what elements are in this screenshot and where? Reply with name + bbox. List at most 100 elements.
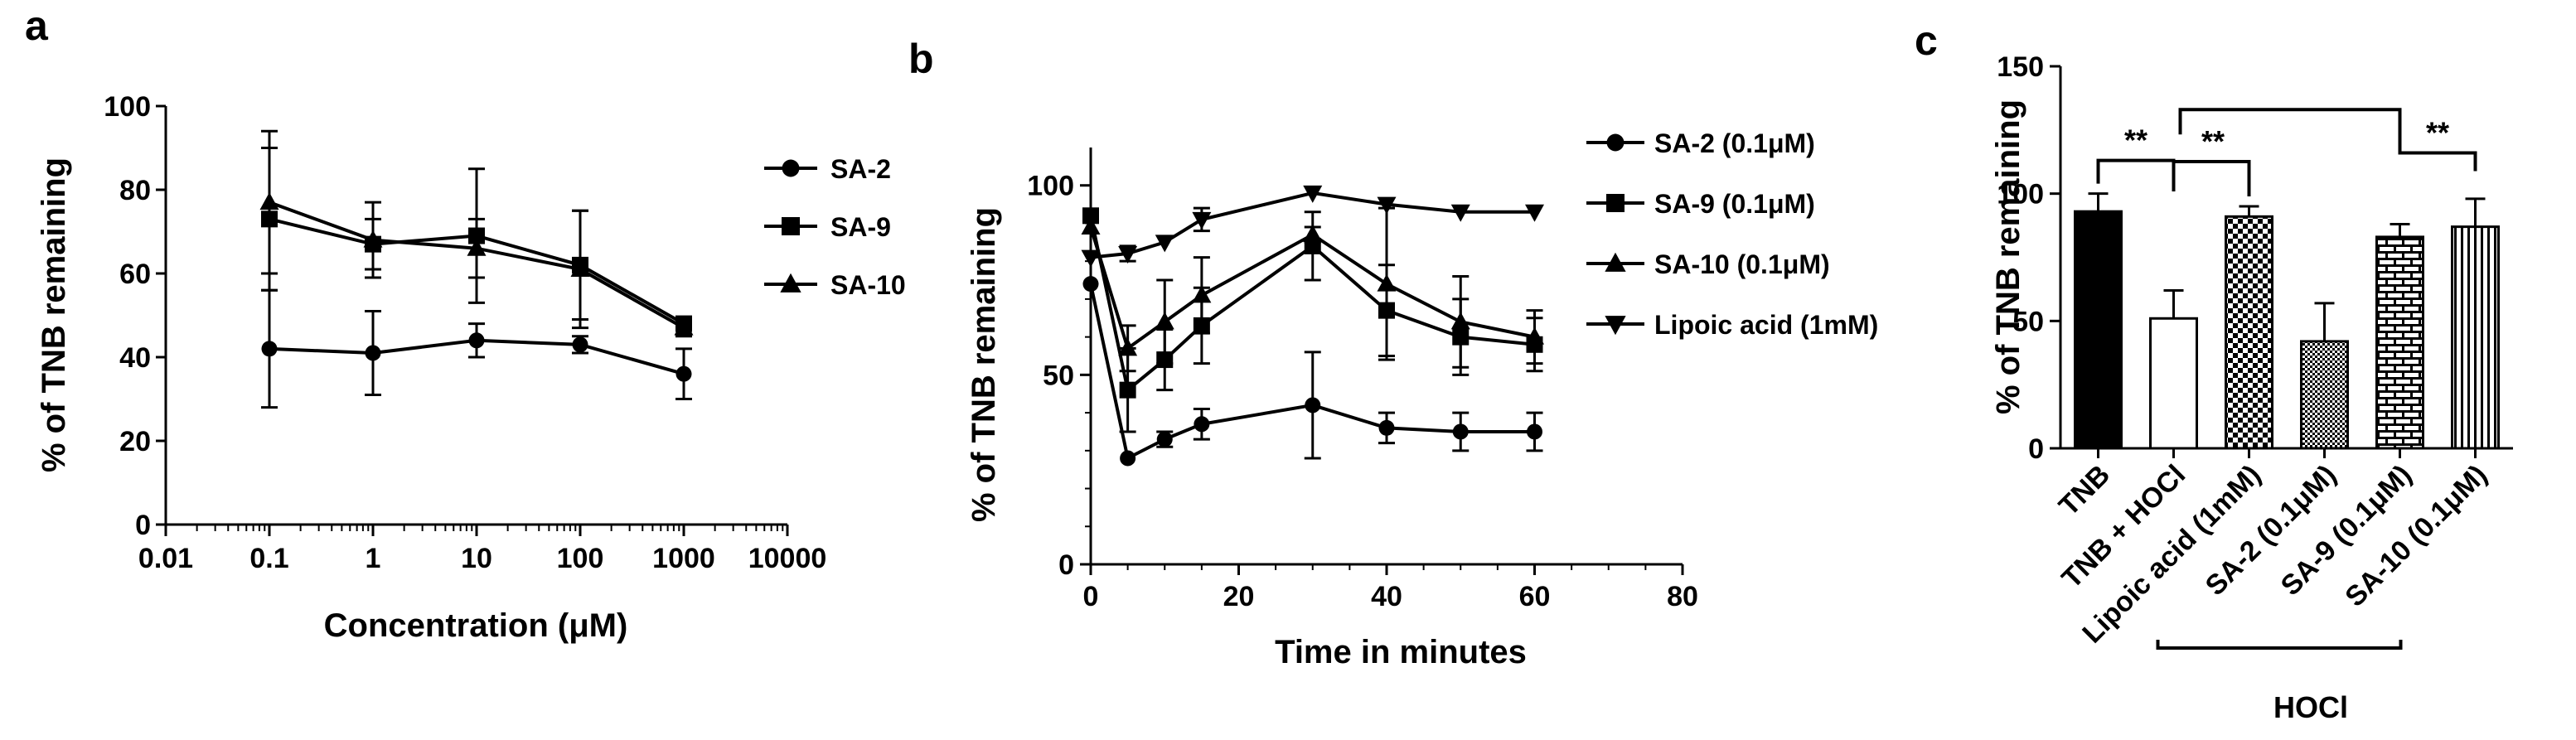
panel-a-point-SA-2 xyxy=(572,336,588,353)
panel-b-legend-label-SA-10 (0.1μM): SA-10 (0.1μM) xyxy=(1654,249,1830,279)
panel-b-point-Lipoic acid (1mM) xyxy=(1192,211,1212,230)
panel-b-y-tick-label: 50 xyxy=(1043,360,1074,391)
panel-b-point-Lipoic acid (1mM) xyxy=(1525,204,1544,222)
panel-a-y-tick-label: 40 xyxy=(119,342,151,374)
panel-a-x-tick-label: 0.01 xyxy=(138,543,193,574)
panel-a-legend-marker-SA-2 xyxy=(782,159,800,177)
panel-a-legend-marker-SA-10 xyxy=(780,273,801,293)
panel-c-significance-label-0: ** xyxy=(2124,123,2147,157)
panel-c-bar-TNB xyxy=(2074,210,2123,450)
panel-c-significance-bracket-2 xyxy=(2178,108,2477,172)
panel-c-y-tick-label: 0 xyxy=(2028,433,2044,465)
panel-c-x-tick-label-SA-9 (0.1μM): SA-9 (0.1μM) xyxy=(2275,459,2419,602)
panel-a-point-SA-2 xyxy=(468,332,485,349)
panel-b-y-tick-label: 0 xyxy=(1058,549,1074,581)
panel-b-point-SA-2 (0.1μM) xyxy=(1527,423,1542,440)
panel-a-y-tick-label: 60 xyxy=(119,259,151,290)
panel-a-legend-label-SA-10: SA-10 xyxy=(830,270,906,300)
panel-b-legend-marker-SA-9 (0.1μM) xyxy=(1606,194,1625,212)
panel-b-legend-marker-Lipoic acid (1mM) xyxy=(1605,316,1626,336)
panel-b-point-SA-10 (0.1μM) xyxy=(1118,338,1138,356)
panel-c-y-tick-label: 50 xyxy=(2012,306,2044,337)
panel-a-letter: a xyxy=(25,2,49,49)
panel-b-x-tick-label: 40 xyxy=(1371,581,1402,612)
panel-a-point-SA-2 xyxy=(261,341,278,357)
panel-b-x-tick-label: 0 xyxy=(1083,581,1099,612)
panel-b-point-SA-9 (0.1μM) xyxy=(1119,381,1136,399)
panel-c-errorbar-TNB xyxy=(2088,192,2109,212)
panel-a: a % of TNB remaining Concentration (μM) … xyxy=(25,2,906,644)
panel-c-bar-TNB + HOCl xyxy=(2149,317,2198,450)
panel-a-point-SA-2 xyxy=(675,365,692,382)
panel-a-point-SA-10 xyxy=(674,317,694,336)
panel-c-y-tick-label: 100 xyxy=(1997,179,2044,210)
panel-b-point-SA-2 (0.1μM) xyxy=(1082,276,1099,293)
panel-b-point-Lipoic acid (1mM) xyxy=(1303,185,1323,203)
panel-a-x-tick-label: 10000 xyxy=(748,543,827,574)
panel-c-ylabel: % of TNB remaining xyxy=(1990,99,2026,414)
panel-b: b % of TNB remaining Time in minutes 0 50… xyxy=(908,36,1878,670)
panel-b-legend-label-SA-2 (0.1μM): SA-2 (0.1μM) xyxy=(1654,128,1815,158)
panel-a-x-tick-label: 0.1 xyxy=(249,543,288,574)
panel-b-x-tick-label: 20 xyxy=(1223,581,1255,612)
panel-c-errorbar-SA-9 (0.1μM) xyxy=(2390,223,2410,237)
panel-b-point-SA-10 (0.1μM) xyxy=(1525,326,1544,345)
panel-b-point-Lipoic acid (1mM) xyxy=(1081,249,1101,268)
panel-a-y-tick-label: 80 xyxy=(119,175,151,206)
panel-b-legend-label-SA-9 (0.1μM): SA-9 (0.1μM) xyxy=(1654,189,1815,219)
panel-c-significance-label-1: ** xyxy=(2201,124,2225,158)
panel-b-point-SA-9 (0.1μM) xyxy=(1082,207,1099,225)
panel-b-point-SA-10 (0.1μM) xyxy=(1192,285,1212,303)
panel-a-point-SA-2 xyxy=(365,345,381,361)
panel-a-xlabel: Concentration (μM) xyxy=(324,607,628,644)
panel-a-point-SA-10 xyxy=(363,230,383,248)
panel-b-point-SA-2 (0.1μM) xyxy=(1305,397,1321,414)
panel-c-group-label: HOCl xyxy=(2273,690,2348,724)
panel-a-legend-marker-SA-9 xyxy=(782,217,800,235)
panel-c-letter: c xyxy=(1915,17,1938,64)
panel-c-x-tick-label-SA-2 (0.1μM): SA-2 (0.1μM) xyxy=(2200,459,2343,602)
panel-a-legend-label-SA-2: SA-2 xyxy=(830,154,891,184)
panel-a-x-tick-label: 10 xyxy=(461,543,492,574)
panel-a-x-tick-label: 1000 xyxy=(652,543,715,574)
panel-a-point-SA-10 xyxy=(259,192,279,210)
panel-b-letter: b xyxy=(908,36,934,82)
panel-b-point-SA-2 (0.1μM) xyxy=(1378,419,1395,436)
panel-a-point-SA-10 xyxy=(467,238,487,256)
panel-a-y-tick-label: 100 xyxy=(104,91,151,123)
panel-b-x-tick-label: 80 xyxy=(1667,581,1698,612)
panel-a-point-SA-10 xyxy=(570,259,590,277)
panel-b-point-SA-2 (0.1μM) xyxy=(1120,450,1136,467)
panel-b-point-SA-2 (0.1μM) xyxy=(1452,423,1469,440)
panel-a-y-tick-label: 0 xyxy=(135,510,151,541)
panel-b-ylabel: % of TNB remaining xyxy=(966,207,1002,522)
panel-c-significance-label-2: ** xyxy=(2426,115,2449,149)
panel-b-point-Lipoic acid (1mM) xyxy=(1155,235,1174,253)
panel-a-x-tick-label: 1 xyxy=(366,543,381,574)
panel-b-legend-marker-SA-2 (0.1μM) xyxy=(1606,133,1625,152)
panel-c: c % of TNB remaining HOCl 050100150TNBTN… xyxy=(1915,17,2513,724)
panel-b-point-SA-10 (0.1μM) xyxy=(1377,273,1397,292)
panel-b-point-SA-10 (0.1μM) xyxy=(1081,217,1101,235)
panel-b-point-SA-2 (0.1μM) xyxy=(1156,431,1173,447)
panel-c-significance-bracket-1 xyxy=(2172,160,2251,197)
panel-a-legend-label-SA-9: SA-9 xyxy=(830,212,891,242)
panel-c-bar-SA-10 (0.1μM) xyxy=(2451,225,2500,450)
panel-c-errorbar-Lipoic acid (1mM) xyxy=(2239,205,2259,217)
panel-b-legend-label-Lipoic acid (1mM): Lipoic acid (1mM) xyxy=(1654,310,1878,340)
panel-b-legend-marker-SA-10 (0.1μM) xyxy=(1605,252,1626,272)
panel-b-point-Lipoic acid (1mM) xyxy=(1377,196,1397,215)
panel-a-ylabel: % of TNB remaining xyxy=(36,157,72,472)
panel-c-errorbar-TNB + HOCl xyxy=(2163,288,2184,319)
panel-a-y-tick-label: 20 xyxy=(119,426,151,457)
panel-b-point-SA-2 (0.1μM) xyxy=(1194,416,1210,433)
panel-c-bar-SA-2 (0.1μM) xyxy=(2300,340,2349,450)
panel-c-bar-SA-9 (0.1μM) xyxy=(2375,235,2424,450)
panel-b-x-tick-label: 60 xyxy=(1519,581,1551,612)
panel-b-xlabel: Time in minutes xyxy=(1275,634,1527,670)
panel-a-x-tick-label: 100 xyxy=(557,543,604,574)
panel-b-point-SA-10 (0.1μM) xyxy=(1155,312,1174,330)
panel-c-group-bracket xyxy=(2156,640,2403,650)
panel-b-point-Lipoic acid (1mM) xyxy=(1450,204,1470,222)
